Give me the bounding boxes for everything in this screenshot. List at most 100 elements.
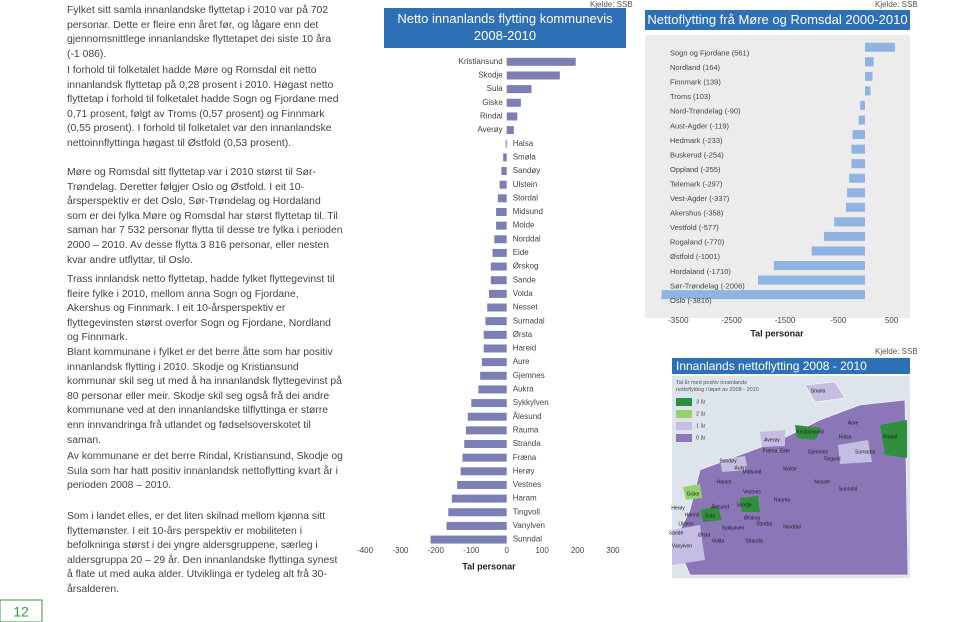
- category-label: Telemark (-297): [670, 179, 723, 188]
- bar: [851, 144, 865, 154]
- category-label: Smøla: [513, 152, 537, 161]
- bar: [465, 426, 507, 435]
- paragraph: Som i landet elles, er det liten skilnad…: [67, 511, 338, 595]
- bar: [471, 399, 507, 408]
- bar: [661, 290, 865, 300]
- bar: [497, 194, 507, 203]
- map-label: Stranda: [745, 538, 763, 544]
- page-number: 12: [13, 604, 29, 620]
- category-label: Norddal: [513, 234, 541, 243]
- map-label: Norddal: [783, 524, 801, 530]
- category-label: Sykkylven: [513, 398, 549, 407]
- category-label: Haram: [513, 494, 537, 503]
- legend-label: 3 år: [696, 398, 706, 405]
- map-label: Sykkylven: [722, 525, 745, 531]
- category-label: Nord-Trøndelag (-90): [670, 107, 741, 116]
- x-tick-label: 300: [606, 546, 620, 555]
- category-label: Ørskog: [513, 262, 539, 271]
- category-label: Midsund: [513, 207, 543, 216]
- map-label: Smøla: [811, 388, 826, 394]
- bar: [503, 153, 507, 162]
- paragraph: Trass innlandsk netto flyttetap, hadde f…: [67, 274, 335, 344]
- bar: [490, 262, 507, 271]
- legend-swatch: [676, 422, 692, 430]
- map-land: [672, 381, 909, 576]
- paragraph: Av kommunane er det berre Rindal, Kristi…: [67, 451, 343, 492]
- category-label: Herøy: [513, 466, 535, 475]
- bar: [499, 180, 507, 189]
- map-label: Vestnes: [743, 489, 761, 495]
- map-label: Kristiansund: [796, 429, 824, 435]
- map-label: Volda: [712, 538, 725, 544]
- category-label: Skodje: [478, 71, 503, 80]
- legend-label: 2 år: [696, 410, 706, 417]
- category-label: Ulstein: [513, 180, 537, 189]
- source: Kjelde: SSB: [875, 0, 918, 9]
- bar: [847, 188, 865, 198]
- bar: [483, 344, 507, 353]
- category-label: Akershus (-358): [670, 209, 724, 218]
- category-label: Ålesund: [513, 412, 542, 421]
- legend-swatch: [676, 434, 692, 442]
- category-label: Hedmark (-233): [670, 136, 723, 145]
- map-label: Ålesund: [711, 503, 729, 510]
- category-label: Finnmark (139): [670, 78, 721, 87]
- category-label: Giske: [482, 98, 503, 107]
- map-label: Averøy: [764, 437, 780, 443]
- paragraph: Møre og Romsdal sitt flyttetap var i 201…: [67, 167, 343, 266]
- category-label: Rogaland (-770): [670, 238, 725, 247]
- map-label: Sande: [669, 530, 684, 536]
- map-label: Midsund: [743, 469, 762, 475]
- bar: [823, 231, 865, 241]
- bar: [467, 412, 507, 421]
- legend-swatch: [676, 398, 692, 406]
- map-label: Sunndal: [839, 486, 857, 492]
- map-label: Giske: [687, 491, 700, 497]
- map-label: Nesset: [814, 479, 830, 485]
- map-label: Hareid: [685, 512, 700, 518]
- category-label: Sør-Trøndelag (-2006): [670, 281, 745, 290]
- map-label: Tingvoll: [823, 456, 840, 462]
- map-label: Skodje: [736, 502, 752, 508]
- bar: [448, 508, 507, 517]
- chart-panel: [645, 35, 910, 318]
- category-label: Stordal: [513, 193, 539, 202]
- category-label: Østfold (-1001): [670, 252, 721, 261]
- bar: [430, 535, 507, 544]
- legend-title: Tal år med positiv innanlands nettoflytt…: [676, 380, 759, 393]
- chart-title: Nettoflytting frå Møre og Romsdal 2000-2…: [645, 10, 910, 30]
- bar: [460, 467, 507, 476]
- map-label: Ulstein: [678, 521, 694, 527]
- bar: [858, 115, 865, 125]
- bar: [865, 71, 873, 81]
- legend-label: 1 år: [696, 422, 706, 429]
- category-label: Volda: [513, 289, 534, 298]
- chart-title: Netto innanlands flytting kommunevis 200…: [384, 8, 626, 48]
- map-label: Sandøy: [719, 458, 737, 464]
- legend-label: 0 år: [696, 434, 706, 441]
- category-label: Sunndal: [513, 535, 543, 544]
- category-label: Averøy: [477, 125, 502, 134]
- bar: [811, 246, 865, 256]
- category-label: Aukra: [513, 385, 534, 394]
- page-number-box: [0, 599, 43, 622]
- category-label: Nordland (164): [670, 63, 721, 72]
- category-label: Rindal: [480, 112, 503, 121]
- category-label: Halsa: [513, 139, 534, 148]
- bar: [487, 303, 507, 312]
- bar: [865, 57, 874, 67]
- map-title: Innanlands nettoflytting 2008 - 2010: [672, 358, 910, 374]
- x-tick-label: 500: [885, 316, 899, 325]
- x-axis-label: Tal personar: [462, 561, 516, 571]
- category-label: Sandøy: [513, 166, 541, 175]
- category-label: Kristiansund: [459, 57, 503, 66]
- map-label: Ørsta: [698, 532, 710, 538]
- map-label: Fræna: [763, 448, 778, 454]
- category-label: Vest-Agder (-337): [670, 194, 730, 203]
- bar: [851, 159, 865, 169]
- map-label: Rindal: [883, 434, 897, 440]
- map-label: Rauma: [774, 497, 790, 503]
- bar: [496, 221, 507, 230]
